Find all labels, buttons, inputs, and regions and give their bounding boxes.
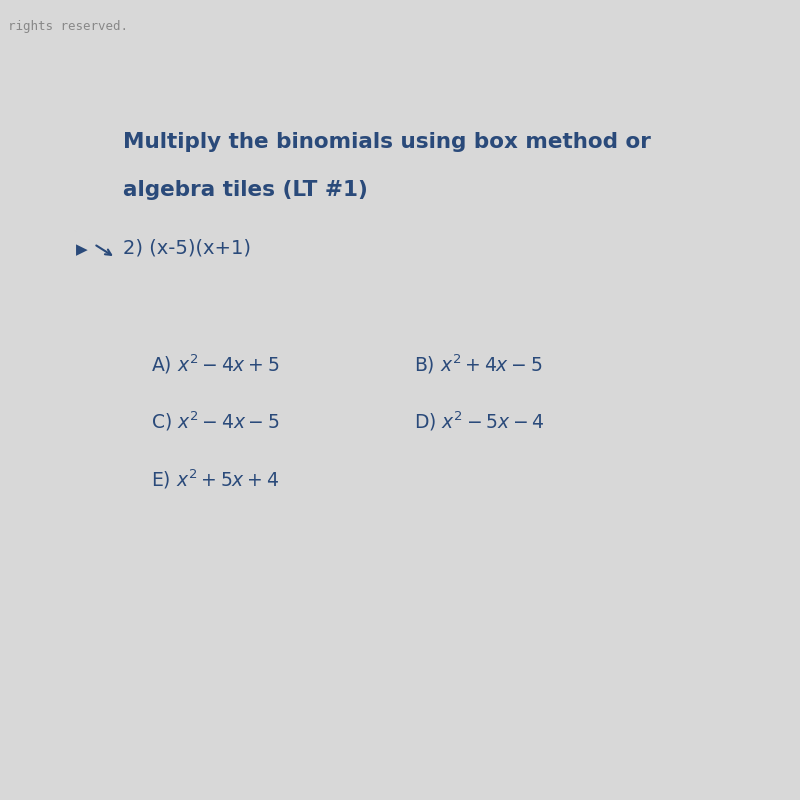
- Text: Multiply the binomials using box method or: Multiply the binomials using box method …: [123, 132, 651, 152]
- Text: rights reserved.: rights reserved.: [8, 20, 128, 33]
- Text: 2) (x-5)(x+1): 2) (x-5)(x+1): [123, 238, 251, 258]
- Text: C) $x^2 - 4x - 5$: C) $x^2 - 4x - 5$: [151, 410, 280, 434]
- Text: B) $x^2 + 4x - 5$: B) $x^2 + 4x - 5$: [414, 352, 542, 376]
- Text: algebra tiles (LT #1): algebra tiles (LT #1): [123, 180, 368, 200]
- Text: E) $x^2 + 5x + 4$: E) $x^2 + 5x + 4$: [151, 467, 279, 491]
- Text: ▶: ▶: [76, 242, 87, 257]
- Text: A) $x^2 - 4x + 5$: A) $x^2 - 4x + 5$: [151, 352, 279, 376]
- Text: D) $x^2 - 5x - 4$: D) $x^2 - 5x - 4$: [414, 410, 545, 434]
